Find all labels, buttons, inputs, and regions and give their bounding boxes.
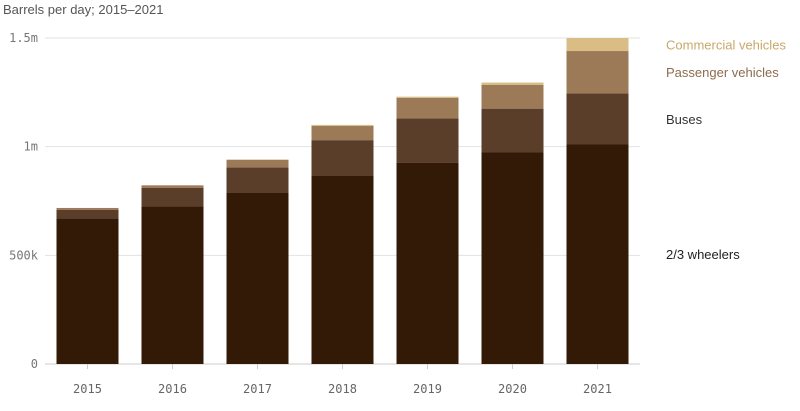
y-tick-label: 0 xyxy=(31,357,38,371)
x-tick-label: 2019 xyxy=(413,382,442,396)
bar-segment xyxy=(56,218,119,364)
legend-label: Buses xyxy=(666,112,703,127)
bar-segment xyxy=(311,176,374,364)
legend-label: 2/3 wheelers xyxy=(666,247,740,262)
bar-segment xyxy=(311,124,374,127)
x-tick-label: 2020 xyxy=(498,382,527,396)
bar-segment xyxy=(396,118,459,163)
bar-segment xyxy=(226,159,289,168)
bar-segment xyxy=(141,206,204,364)
bar-segment xyxy=(566,144,629,364)
x-tick-label: 2016 xyxy=(158,382,187,396)
bar-segment xyxy=(396,97,459,119)
bar-segment xyxy=(226,192,289,364)
bar-segment xyxy=(481,152,544,364)
bar-segment xyxy=(141,185,204,188)
bar-segment xyxy=(396,162,459,364)
x-tick-label: 2015 xyxy=(73,382,102,396)
x-tick-label: 2018 xyxy=(328,382,357,396)
bar-segment xyxy=(566,38,629,52)
bar-segment xyxy=(141,187,204,207)
bar-segment xyxy=(311,126,374,141)
chart-subtitle: Barrels per day; 2015–2021 xyxy=(3,2,164,17)
bar-segment xyxy=(56,209,119,219)
legend-label: Commercial vehicles xyxy=(666,38,786,53)
bar-segment xyxy=(566,51,629,94)
bar-segment xyxy=(481,108,544,153)
bar-segment xyxy=(481,84,544,109)
y-tick-label: 500k xyxy=(9,248,39,262)
bar-segment xyxy=(566,93,629,145)
x-tick-label: 2021 xyxy=(583,382,612,396)
x-tick-label: 2017 xyxy=(243,382,272,396)
bar-segment xyxy=(56,207,119,210)
bar-segment xyxy=(396,96,459,98)
legend-label: Passenger vehicles xyxy=(666,65,779,80)
bar-segment xyxy=(226,167,289,193)
bar-segment xyxy=(481,82,544,85)
bar-segment xyxy=(311,140,374,177)
y-tick-label: 1m xyxy=(24,140,38,154)
y-tick-label: 1.5m xyxy=(9,31,38,45)
